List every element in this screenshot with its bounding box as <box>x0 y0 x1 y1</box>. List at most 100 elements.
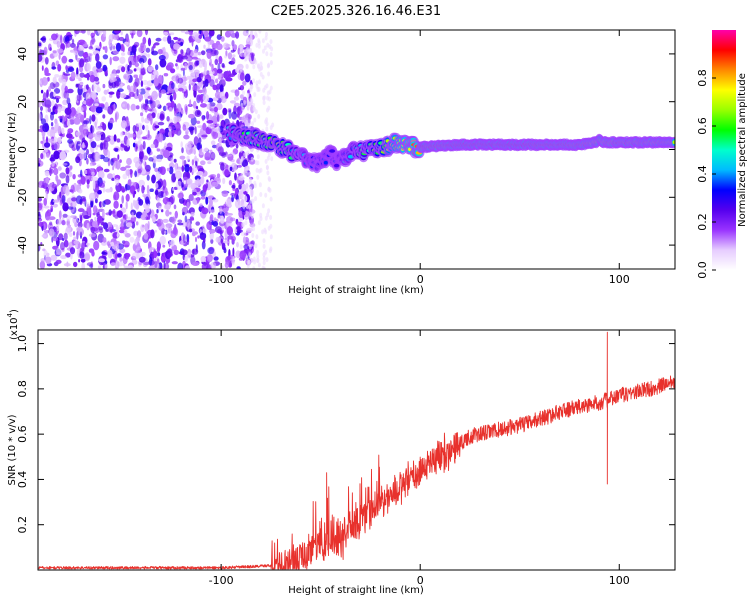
noise-blob <box>117 88 124 93</box>
noise-blob <box>222 177 226 185</box>
noise-blob <box>49 157 56 162</box>
noise-blob <box>173 249 180 256</box>
noise-blob <box>193 69 200 75</box>
noise-blob <box>175 63 178 67</box>
noise-blob <box>79 58 85 68</box>
noise-blob <box>43 205 50 209</box>
noise-blob <box>116 138 121 143</box>
noise-blob <box>222 107 228 116</box>
noise-blob <box>150 151 153 155</box>
noise-blob <box>66 119 71 127</box>
noise-blob <box>172 226 178 235</box>
noise-blob <box>228 180 232 186</box>
noise-blob <box>95 126 103 131</box>
noise-blob <box>236 266 241 269</box>
noise-blob <box>38 162 41 167</box>
noise-blob <box>209 214 214 222</box>
noise-blob <box>69 247 76 255</box>
noise-blob <box>40 89 44 94</box>
noise-blob <box>170 82 175 89</box>
noise-blob <box>207 247 215 255</box>
noise-blob <box>209 124 216 127</box>
noise-blob <box>252 106 256 112</box>
noise-blob <box>133 55 140 63</box>
noise-blob <box>130 103 137 111</box>
noise-blob <box>177 87 184 92</box>
noise-blob <box>253 259 257 265</box>
noise-blob <box>92 180 96 190</box>
noise-blob <box>93 220 98 228</box>
noise-blob <box>50 111 56 115</box>
noise-blob <box>180 41 184 47</box>
noise-blob <box>195 105 199 110</box>
noise-blob <box>269 215 273 220</box>
noise-blob <box>78 207 84 213</box>
noise-blob <box>249 97 253 103</box>
noise-blob <box>115 160 121 170</box>
noise-blob <box>57 64 62 72</box>
noise-blob <box>228 30 235 34</box>
noise-blob <box>97 170 105 179</box>
noise-blob <box>91 250 95 257</box>
noise-blob <box>38 197 42 202</box>
noise-blob <box>191 261 200 266</box>
noise-blob <box>48 228 55 238</box>
noise-blob <box>70 71 76 80</box>
noise-blob <box>116 210 123 218</box>
noise-blob <box>146 87 151 91</box>
noise-blob <box>177 37 181 42</box>
noise-blob <box>262 260 266 266</box>
noise-blob <box>56 48 64 53</box>
noise-blob <box>154 167 159 173</box>
noise-blob <box>149 256 153 266</box>
noise-blob <box>155 182 159 189</box>
noise-blob <box>181 206 189 215</box>
colorbar-ticks: 0.0 0.2 0.4 0.6 0.8 <box>696 69 716 279</box>
noise-blob <box>102 237 107 243</box>
noise-blob <box>76 141 81 145</box>
noise-blob <box>265 31 268 37</box>
noise-blob <box>245 255 249 261</box>
noise-blob <box>253 117 257 123</box>
noise-blob <box>65 167 70 175</box>
noise-blob <box>192 231 198 235</box>
noise-blob <box>41 65 44 71</box>
noise-blob <box>86 148 89 155</box>
noise-blob <box>209 30 215 37</box>
noise-blob <box>229 100 237 104</box>
spectrogram-image <box>38 30 675 269</box>
noise-blob <box>165 263 168 269</box>
noise-blob <box>139 98 142 102</box>
noise-blob <box>147 58 152 66</box>
noise-blob <box>208 198 213 207</box>
noise-blob <box>63 239 69 248</box>
noise-blob <box>46 129 54 137</box>
noise-blob <box>82 142 85 149</box>
noise-blob <box>203 44 206 49</box>
noise-blob <box>258 182 262 188</box>
noise-blob <box>176 180 183 190</box>
noise-blob <box>229 217 236 222</box>
noise-blob <box>102 209 105 219</box>
noise-blob <box>96 84 100 89</box>
noise-blob <box>38 243 41 252</box>
noise-blob <box>156 258 160 264</box>
noise-blob <box>191 56 199 60</box>
noise-blob <box>78 188 83 194</box>
noise-blob <box>227 255 231 261</box>
noise-blob <box>200 103 207 108</box>
noise-blob <box>196 196 199 204</box>
noise-blob <box>124 184 128 192</box>
noise-blob <box>125 165 131 169</box>
noise-blob <box>85 242 90 246</box>
noise-blob <box>63 73 71 76</box>
noise-blob <box>52 76 57 84</box>
noise-blob <box>151 50 159 56</box>
noise-blob <box>114 112 118 123</box>
noise-blob <box>86 204 90 209</box>
noise-blob <box>185 131 188 135</box>
noise-blob <box>146 146 151 155</box>
noise-blob <box>102 200 106 208</box>
noise-blob <box>88 233 96 238</box>
noise-blob <box>133 81 139 88</box>
